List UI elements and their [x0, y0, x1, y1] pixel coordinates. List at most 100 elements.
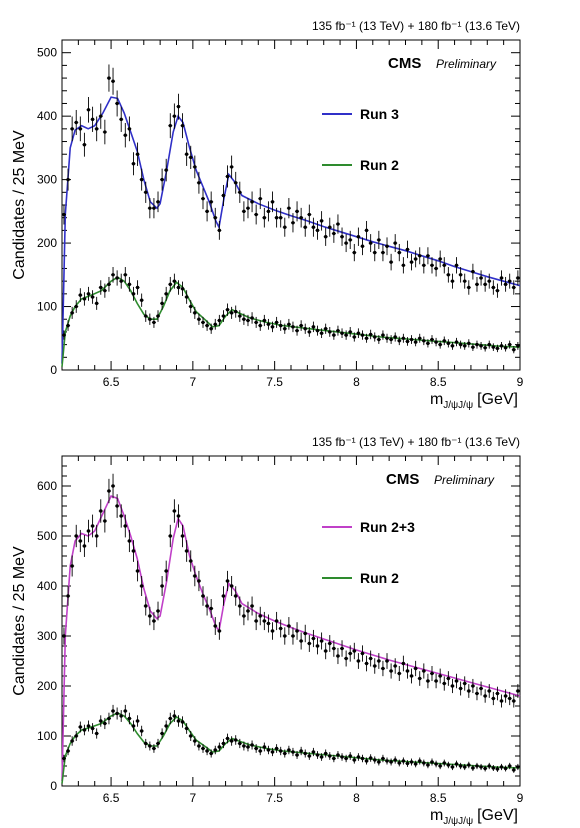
- data-point: [315, 220, 320, 240]
- data-point: [139, 168, 144, 191]
- data-point: [483, 689, 488, 703]
- data-point: [405, 240, 410, 259]
- data-point: [250, 740, 255, 750]
- data-point: [188, 300, 193, 313]
- legend: Run 2+3 Run 2: [322, 519, 415, 586]
- data-point: [188, 731, 193, 741]
- x-axis-label-unit: [GeV]: [477, 391, 518, 408]
- x-tick-label: 8: [353, 791, 360, 805]
- data-point: [78, 721, 83, 733]
- data-point: [413, 337, 418, 347]
- data-point: [405, 663, 410, 679]
- y-tick-label: 400: [37, 579, 57, 593]
- legend-entry: Run 2: [322, 570, 399, 586]
- data-point: [233, 171, 238, 194]
- data-point: [290, 627, 295, 645]
- data-point: [438, 762, 443, 770]
- data-point: [311, 629, 316, 648]
- data-point: [184, 540, 189, 562]
- fit-curve: [61, 712, 521, 784]
- data-point: [364, 220, 369, 240]
- data-point: [278, 746, 283, 756]
- data-point: [213, 617, 218, 635]
- data-point: [266, 614, 271, 633]
- legend-label: Run 2: [360, 157, 399, 173]
- data-point: [491, 691, 496, 706]
- data-point: [225, 165, 230, 188]
- data-point: [376, 758, 381, 766]
- data-point: [413, 760, 418, 768]
- data-point: [295, 622, 300, 640]
- legend: Run 3 Run 2: [322, 106, 399, 173]
- data-point: [237, 738, 242, 749]
- data-point: [205, 596, 210, 616]
- data-point: [180, 716, 185, 728]
- fit-curves: [61, 494, 521, 784]
- x-tick-label: 8: [353, 375, 360, 389]
- data-point: [274, 744, 279, 753]
- data-point: [151, 744, 156, 753]
- data-point: [340, 328, 345, 339]
- data-point: [143, 596, 148, 616]
- data-point: [295, 201, 300, 222]
- data-point: [250, 191, 255, 213]
- data-point: [254, 744, 259, 753]
- data-point: [225, 733, 230, 744]
- data-point: [405, 760, 410, 767]
- data-point: [221, 586, 226, 606]
- x-axis-label-sub: J/ψJ/ψ: [443, 816, 473, 827]
- data-point: [225, 570, 230, 592]
- data-point: [196, 171, 201, 194]
- panel-bottom: 135 fb⁻¹ (13 TeV) + 180 fb⁻¹ (13.6 TeV) …: [11, 435, 524, 827]
- data-point: [66, 586, 71, 606]
- data-point: [266, 201, 271, 222]
- data-point: [299, 320, 304, 331]
- data-point: [311, 321, 316, 333]
- data-point: [319, 328, 324, 339]
- data-point: [344, 234, 349, 253]
- data-point: [466, 280, 471, 295]
- data-point: [164, 286, 169, 301]
- data-point: [303, 323, 308, 334]
- data-point: [172, 273, 177, 289]
- data-point: [303, 749, 308, 758]
- data-point: [385, 653, 390, 669]
- data-point: [295, 751, 300, 759]
- data-point: [507, 691, 512, 706]
- data-point: [380, 330, 385, 340]
- data-point: [368, 650, 373, 667]
- data-point: [278, 619, 283, 638]
- data-point: [380, 660, 385, 677]
- data-point: [160, 728, 165, 739]
- x-tick-label: 7: [190, 375, 197, 389]
- data-point: [372, 243, 377, 262]
- data-point: [111, 67, 116, 95]
- data-point: [376, 335, 381, 344]
- data-point: [515, 341, 520, 350]
- data-point: [119, 273, 124, 289]
- data-point: [511, 767, 516, 773]
- data-points: [61, 473, 520, 773]
- data-point: [352, 642, 357, 660]
- data-point: [479, 341, 484, 350]
- data-point: [491, 280, 496, 295]
- data-point: [401, 333, 406, 343]
- data-point: [421, 257, 426, 274]
- data-point: [209, 323, 214, 334]
- data-point: [151, 611, 156, 631]
- data-point: [335, 325, 340, 336]
- data-point: [74, 109, 79, 136]
- data-point: [61, 627, 66, 645]
- x-axis-ticks: 6.5 7 7.5 8 8.5 9: [77, 456, 524, 805]
- data-point: [290, 747, 295, 757]
- data-point: [270, 321, 275, 333]
- data-point: [221, 184, 226, 207]
- data-point: [479, 763, 484, 771]
- data-point: [389, 335, 394, 344]
- fit-curve: [61, 494, 521, 782]
- data-point: [286, 617, 291, 635]
- y-tick-label: 200: [37, 679, 57, 693]
- data-point: [176, 504, 181, 528]
- data-point: [462, 676, 467, 691]
- experiment-label: CMS: [386, 471, 419, 488]
